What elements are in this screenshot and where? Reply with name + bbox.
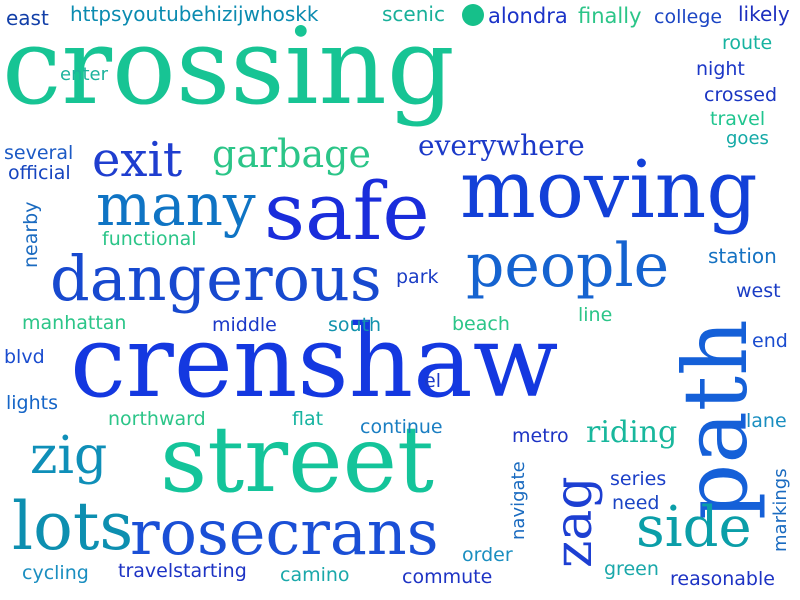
word-end: end [752, 330, 788, 352]
word-station: station [708, 244, 777, 268]
word-zag: zag [544, 476, 604, 568]
word-goes: goes [726, 128, 769, 149]
word-official: official [8, 162, 71, 184]
word-series: series [610, 468, 667, 490]
word-garbage: garbage [212, 132, 371, 176]
word-httpsyoutubehizijwhoskk: httpsyoutubehizijwhoskk [70, 2, 319, 26]
word-lots: lots [12, 488, 134, 565]
word-line: line [578, 304, 613, 326]
word-zig: zig [30, 426, 108, 486]
word-flat: flat [292, 408, 324, 430]
word-lane: lane [746, 410, 787, 432]
word-rosecrans: rosecrans [130, 496, 439, 569]
word-crossing: crossing [2, 5, 455, 128]
word-middle: middle [212, 314, 277, 336]
word-green: green [604, 558, 659, 580]
word-east: east [6, 6, 49, 30]
word-metro: metro [512, 425, 569, 447]
word-commute: commute [402, 566, 493, 588]
word-enter: enter [60, 64, 109, 85]
word-safe: safe [264, 165, 430, 258]
word-lights: lights [6, 392, 59, 414]
word-side: side [636, 495, 752, 560]
word-south: south [328, 314, 382, 336]
dot-marker [462, 4, 484, 26]
word-northward: northward [108, 408, 206, 430]
word-likely: likely [738, 2, 790, 26]
word-manhattan: manhattan [22, 312, 127, 334]
word-reasonable: reasonable [670, 568, 775, 590]
word-need: need [612, 492, 660, 514]
word-functional: functional [102, 228, 197, 250]
word-crenshaw: crenshaw [70, 303, 559, 420]
word-west: west [736, 280, 781, 302]
word-navigate: navigate [508, 461, 529, 540]
word-many: many [96, 171, 256, 239]
word-order: order [462, 544, 513, 566]
word-cycling: cycling [22, 562, 89, 584]
word-travelstarting: travelstarting [118, 560, 247, 582]
word-alondra: alondra [488, 4, 568, 28]
word-travel: travel [710, 108, 766, 130]
word-markings: markings [770, 468, 791, 552]
word-crossed: crossed [704, 84, 778, 106]
word-moving: moving [460, 143, 758, 236]
word-several: several [4, 142, 74, 164]
word-college: college [654, 6, 723, 28]
word-park: park [396, 266, 439, 288]
word-riding: riding [586, 415, 678, 450]
word-finally: finally [578, 4, 642, 28]
word-continue: continue [360, 416, 443, 438]
word-route: route [722, 32, 773, 54]
word-scenic: scenic [382, 2, 445, 26]
word-street: street [160, 406, 435, 513]
word-beach: beach [452, 313, 510, 335]
word-people: people [466, 231, 670, 301]
word-nearby: nearby [20, 201, 42, 269]
word-el: el [424, 370, 441, 392]
word-camino: camino [280, 564, 350, 586]
word-dangerous: dangerous [50, 242, 382, 315]
word-exit: exit [92, 132, 183, 188]
word-blvd: blvd [4, 346, 45, 368]
word-night: night [696, 58, 745, 80]
word-everywhere: everywhere [418, 129, 585, 162]
